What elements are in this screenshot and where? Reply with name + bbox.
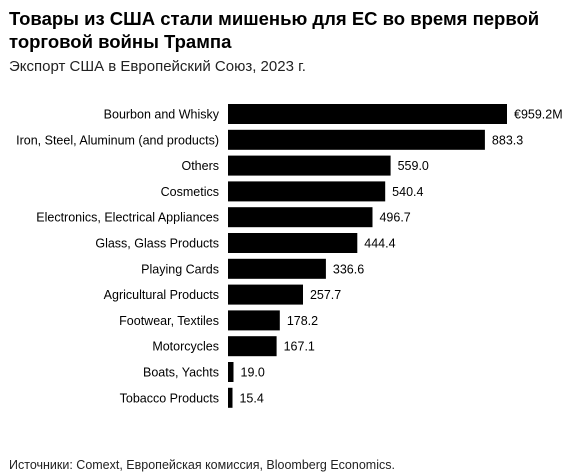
category-label: Electronics, Electrical Appliances xyxy=(36,211,219,225)
category-label: Footwear, Textiles xyxy=(119,314,219,328)
bar xyxy=(228,336,277,357)
bar xyxy=(228,284,303,305)
value-label: 540.4 xyxy=(392,185,423,199)
bar-chart: Bourbon and Whisky €959.2M Iron, Steel, Al… xyxy=(16,104,563,408)
value-label: 15.4 xyxy=(239,391,263,405)
bar xyxy=(228,310,280,331)
value-label: 559.0 xyxy=(398,159,429,173)
value-label: 19.0 xyxy=(241,366,265,380)
category-label: Boats, Yachts xyxy=(143,366,219,380)
chart-title: Товары из США стали мишенью для ЕС во вр… xyxy=(9,8,540,52)
category-label: Agricultural Products xyxy=(104,288,219,302)
category-label: Motorcycles xyxy=(152,340,219,354)
category-label: Cosmetics xyxy=(161,185,219,199)
bar xyxy=(228,233,358,253)
category-label: Bourbon and Whisky xyxy=(104,108,220,122)
value-label: €959.2M xyxy=(514,108,563,122)
value-label: 444.4 xyxy=(364,237,395,251)
category-label: Glass, Glass Products xyxy=(95,237,219,251)
source-note: Источники: Comext, Европейская комиссия,… xyxy=(9,458,395,472)
category-label: Tobacco Products xyxy=(120,391,219,405)
bar xyxy=(228,181,386,202)
bar xyxy=(228,387,233,408)
value-label: 496.7 xyxy=(379,211,410,225)
bar xyxy=(228,258,326,279)
value-label: 178.2 xyxy=(287,314,318,328)
value-label: 257.7 xyxy=(310,288,341,302)
category-label: Iron, Steel, Aluminum (and products) xyxy=(16,133,219,147)
bar xyxy=(228,129,485,150)
category-label: Others xyxy=(181,159,219,173)
bar xyxy=(228,207,373,228)
value-label: 883.3 xyxy=(492,133,523,147)
category-label: Playing Cards xyxy=(141,262,219,276)
bar xyxy=(228,104,507,124)
value-label: 167.1 xyxy=(284,340,315,354)
value-label: 336.6 xyxy=(333,262,364,276)
bar xyxy=(228,155,391,176)
bar xyxy=(228,362,234,382)
chart-subtitle: Экспорт США в Европейский Союз, 2023 г. xyxy=(9,58,306,75)
